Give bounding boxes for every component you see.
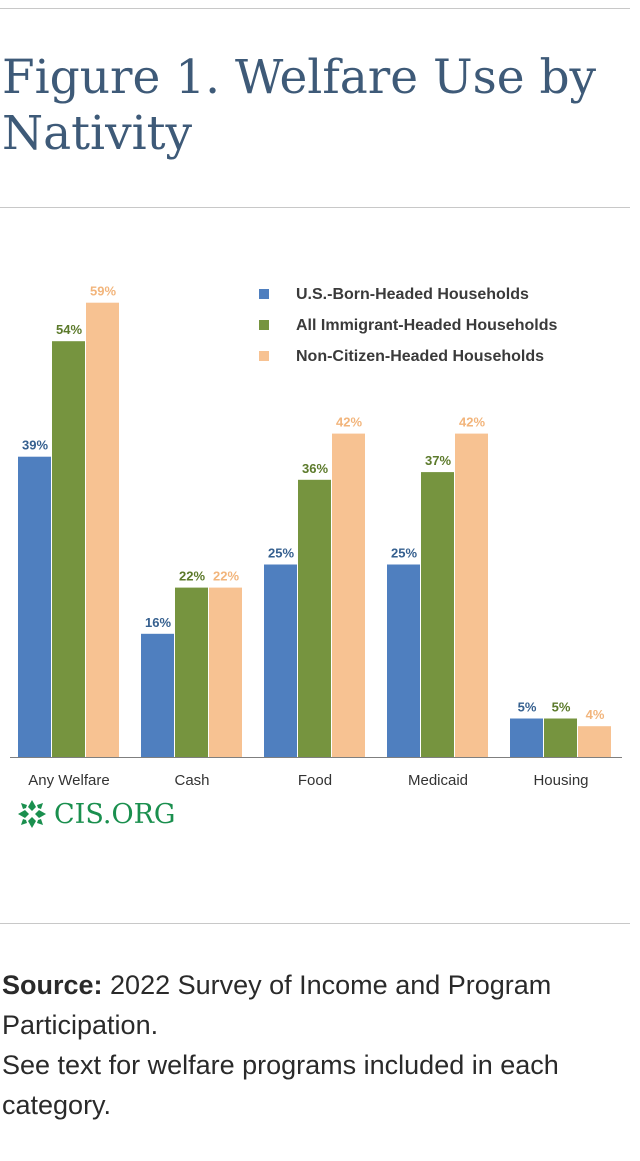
- source-text: 2022 Survey of Income and Program Partic…: [2, 970, 552, 1040]
- data-label: 4%: [586, 707, 605, 722]
- bar-housing-series-2: [544, 718, 577, 757]
- bottom-rule: [0, 923, 630, 924]
- x-tick-label: Housing: [533, 772, 588, 789]
- data-label: 22%: [213, 569, 239, 584]
- bar-housing-series-3: [578, 726, 611, 757]
- data-label: 5%: [518, 700, 537, 715]
- data-label: 25%: [268, 546, 294, 561]
- x-tick-label: Any Welfare: [28, 772, 109, 789]
- bar-food-series-3: [332, 433, 365, 757]
- bar-food-series-1: [264, 564, 297, 757]
- data-label: 54%: [56, 322, 82, 337]
- data-label: 25%: [391, 546, 417, 561]
- cis-logo-icon: [18, 800, 46, 828]
- bar-cash-series-3: [209, 587, 242, 757]
- data-label: 16%: [145, 615, 171, 630]
- bar-medicaid-series-2: [421, 472, 454, 757]
- data-label: 59%: [90, 284, 116, 299]
- x-tick-label: Cash: [174, 772, 209, 789]
- bar-any-welfare-series-1: [18, 456, 51, 757]
- data-label: 22%: [179, 569, 205, 584]
- data-label: 42%: [459, 415, 485, 430]
- data-label: 42%: [336, 415, 362, 430]
- bar-cash-series-1: [141, 633, 174, 757]
- x-tick-label: Medicaid: [408, 772, 468, 789]
- data-label: 39%: [22, 438, 48, 453]
- data-label: 5%: [552, 700, 571, 715]
- data-label: 36%: [302, 461, 328, 476]
- page-title: Figure 1. Welfare Use by Nativity: [2, 50, 597, 161]
- bar-any-welfare-series-2: [52, 341, 85, 757]
- source-note: Source: 2022 Survey of Income and Progra…: [2, 965, 632, 1125]
- legend-label: Non-Citizen-Headed Households: [296, 348, 544, 365]
- legend-swatch: [259, 289, 269, 299]
- title-rule: [0, 207, 630, 208]
- bar-medicaid-series-3: [455, 433, 488, 757]
- x-tick-label: Food: [298, 772, 332, 789]
- logo-text: CIS.ORG: [54, 798, 176, 830]
- bar-housing-series-1: [510, 718, 543, 757]
- source-footnote: See text for welfare programs included i…: [2, 1050, 559, 1120]
- bar-medicaid-series-1: [387, 564, 420, 757]
- legend-label: All Immigrant-Headed Households: [296, 317, 557, 334]
- source-label: Source:: [2, 970, 103, 1000]
- bar-food-series-2: [298, 479, 331, 757]
- legend-swatch: [259, 351, 269, 361]
- bar-chart: 39% 54% 59% Any Welfare 16% 22% 22% Cash 25% 36% 4…: [10, 284, 622, 789]
- legend-label: U.S.-Born-Headed Households: [296, 286, 529, 303]
- bar-any-welfare-series-3: [86, 302, 119, 757]
- top-rule: [0, 8, 630, 9]
- legend-swatch: [259, 320, 269, 330]
- data-label: 37%: [425, 453, 451, 468]
- cis-logo: CIS.ORG: [16, 798, 175, 830]
- bar-cash-series-2: [175, 587, 208, 757]
